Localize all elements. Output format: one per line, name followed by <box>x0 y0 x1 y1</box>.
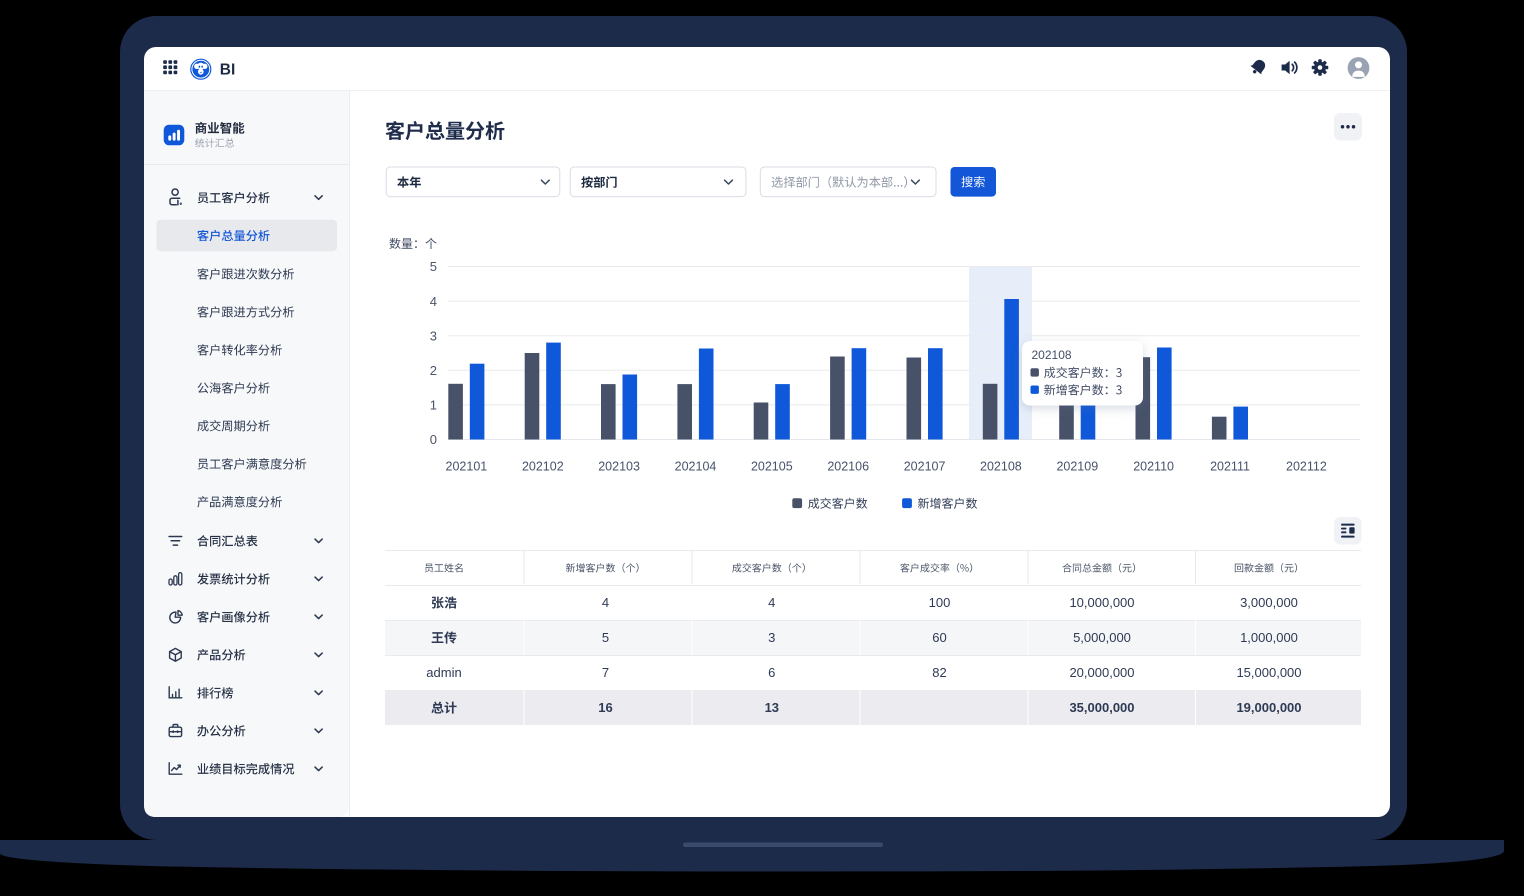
svg-text:5,000,000: 5,000,000 <box>1073 630 1131 645</box>
svg-text:1,000,000: 1,000,000 <box>1240 630 1298 645</box>
svg-text:5: 5 <box>602 630 609 645</box>
svg-text:202106: 202106 <box>827 460 869 474</box>
svg-text:82: 82 <box>932 665 946 680</box>
svg-text:5: 5 <box>430 259 437 274</box>
svg-text:202108: 202108 <box>980 460 1022 474</box>
svg-text:0: 0 <box>430 432 437 447</box>
svg-text:3: 3 <box>430 328 437 343</box>
svg-text:6: 6 <box>768 665 775 680</box>
svg-text:35,000,000: 35,000,000 <box>1069 700 1134 715</box>
svg-text:13: 13 <box>765 700 779 715</box>
svg-text:15,000,000: 15,000,000 <box>1236 665 1301 680</box>
svg-text:7: 7 <box>602 665 609 680</box>
svg-text:4: 4 <box>430 294 437 309</box>
svg-text:202109: 202109 <box>1056 460 1098 474</box>
svg-text:3: 3 <box>768 630 775 645</box>
svg-text:2: 2 <box>430 363 437 378</box>
svg-text:202105: 202105 <box>751 460 793 474</box>
svg-text:100: 100 <box>929 595 951 610</box>
svg-text:3,000,000: 3,000,000 <box>1240 595 1298 610</box>
svg-text:202104: 202104 <box>675 460 717 474</box>
svg-text:202111: 202111 <box>1210 460 1250 474</box>
svg-text:19,000,000: 19,000,000 <box>1236 700 1301 715</box>
svg-text:4: 4 <box>768 595 775 610</box>
svg-text:1: 1 <box>430 398 437 413</box>
svg-text:202102: 202102 <box>522 460 564 474</box>
svg-text:16: 16 <box>598 700 612 715</box>
svg-text:BI: BI <box>220 62 236 79</box>
svg-text:202108: 202108 <box>1032 348 1072 362</box>
svg-text:admin: admin <box>426 665 461 680</box>
svg-text:10,000,000: 10,000,000 <box>1069 595 1134 610</box>
svg-text:20,000,000: 20,000,000 <box>1069 665 1134 680</box>
svg-text:202107: 202107 <box>904 460 946 474</box>
svg-text:4: 4 <box>602 595 609 610</box>
svg-text:202103: 202103 <box>598 460 640 474</box>
svg-text:202112: 202112 <box>1286 460 1327 474</box>
svg-text:60: 60 <box>932 630 946 645</box>
svg-text:202110: 202110 <box>1133 460 1174 474</box>
svg-text:202101: 202101 <box>446 460 488 474</box>
